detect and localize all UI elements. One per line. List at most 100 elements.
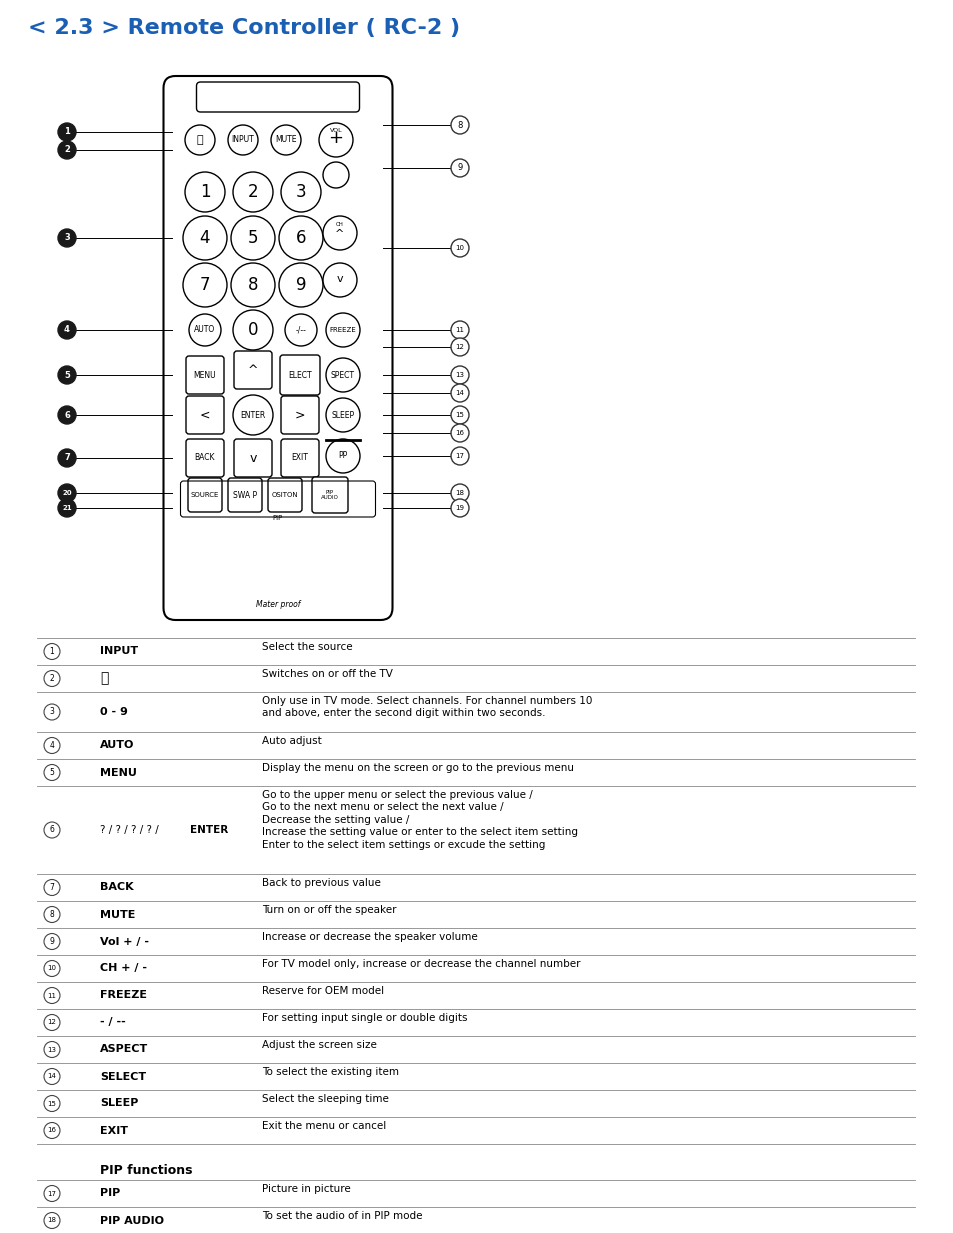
Text: ^: ^ (248, 364, 258, 376)
Text: SOURCE: SOURCE (191, 492, 219, 498)
Circle shape (278, 263, 323, 307)
Circle shape (278, 216, 323, 260)
Circle shape (326, 313, 359, 346)
Circle shape (231, 216, 274, 260)
Circle shape (44, 737, 60, 753)
Text: 11: 11 (48, 993, 56, 999)
Circle shape (271, 125, 301, 155)
Circle shape (233, 395, 273, 435)
Circle shape (183, 216, 227, 260)
Circle shape (189, 314, 221, 346)
Text: 6: 6 (50, 826, 54, 835)
Text: 12: 12 (48, 1020, 56, 1026)
Circle shape (44, 1212, 60, 1228)
Text: 7: 7 (199, 276, 210, 293)
FancyBboxPatch shape (281, 439, 318, 477)
Text: SLEEP: SLEEP (331, 411, 355, 419)
Text: Adjust the screen size: Adjust the screen size (262, 1039, 376, 1051)
Circle shape (326, 398, 359, 432)
Text: ASPECT: ASPECT (100, 1044, 148, 1054)
Circle shape (44, 1122, 60, 1138)
Text: 14: 14 (456, 390, 464, 396)
Circle shape (58, 321, 76, 339)
Text: 8: 8 (456, 121, 462, 129)
Text: ⏻: ⏻ (100, 672, 109, 686)
Text: INPUT: INPUT (100, 646, 138, 656)
Text: 3: 3 (64, 233, 70, 243)
Text: SPECT: SPECT (331, 370, 355, 380)
Text: Select the sleeping time: Select the sleeping time (262, 1094, 389, 1104)
Text: INPUT: INPUT (232, 136, 254, 144)
Circle shape (58, 123, 76, 141)
Circle shape (185, 171, 225, 212)
Text: SELECT: SELECT (100, 1071, 146, 1081)
Text: Turn on or off the speaker: Turn on or off the speaker (262, 905, 396, 915)
Circle shape (58, 485, 76, 502)
Text: 11: 11 (455, 327, 464, 333)
Text: CH + / -: CH + / - (100, 963, 147, 974)
Text: 13: 13 (48, 1047, 56, 1053)
Circle shape (451, 159, 469, 178)
Text: Switches on or off the TV: Switches on or off the TV (262, 670, 393, 679)
Text: Display the menu on the screen or go to the previous menu: Display the menu on the screen or go to … (262, 763, 574, 773)
Text: 7: 7 (64, 454, 70, 462)
FancyBboxPatch shape (186, 356, 224, 395)
Text: 12: 12 (456, 344, 464, 350)
Text: 20: 20 (62, 490, 71, 496)
FancyBboxPatch shape (186, 439, 224, 477)
Text: 7: 7 (50, 883, 54, 891)
Circle shape (58, 366, 76, 383)
Circle shape (228, 125, 257, 155)
Circle shape (451, 406, 469, 424)
Text: 10: 10 (455, 245, 464, 252)
Text: MENU: MENU (193, 370, 216, 380)
Text: 4: 4 (64, 326, 70, 334)
Circle shape (58, 406, 76, 424)
Circle shape (44, 1185, 60, 1201)
Circle shape (233, 171, 273, 212)
Text: 13: 13 (455, 372, 464, 379)
Circle shape (231, 263, 274, 307)
Text: 1: 1 (50, 647, 54, 656)
Circle shape (44, 1042, 60, 1058)
Circle shape (451, 383, 469, 402)
Text: For setting input single or double digits: For setting input single or double digit… (262, 1014, 467, 1023)
Text: 0 - 9: 0 - 9 (100, 707, 128, 718)
Text: v: v (249, 451, 256, 465)
Text: SWA P: SWA P (233, 491, 256, 499)
Text: PIP: PIP (273, 515, 283, 522)
FancyBboxPatch shape (233, 351, 272, 388)
Circle shape (318, 123, 353, 157)
FancyBboxPatch shape (280, 355, 319, 395)
Circle shape (323, 216, 356, 250)
Text: BACK: BACK (100, 883, 133, 893)
Text: < 2.3 > Remote Controller ( RC-2 ): < 2.3 > Remote Controller ( RC-2 ) (28, 18, 459, 38)
Text: Go to the upper menu or select the previous value /
Go to the next menu or selec: Go to the upper menu or select the previ… (262, 790, 578, 850)
Text: Only use in TV mode. Select channels. For channel numbers 10
and above, enter th: Only use in TV mode. Select channels. Fo… (262, 695, 592, 719)
Circle shape (451, 116, 469, 134)
Text: 18: 18 (455, 490, 464, 496)
Text: 5: 5 (64, 370, 70, 380)
Circle shape (451, 239, 469, 256)
Text: 5: 5 (248, 229, 258, 247)
Text: EXIT: EXIT (292, 454, 308, 462)
Circle shape (44, 764, 60, 780)
Circle shape (451, 448, 469, 465)
Text: PIP
AUDIO: PIP AUDIO (321, 490, 338, 501)
Circle shape (44, 961, 60, 977)
Circle shape (285, 314, 316, 346)
Text: >: > (294, 408, 305, 422)
Circle shape (326, 358, 359, 392)
Circle shape (44, 933, 60, 949)
Circle shape (451, 338, 469, 356)
Circle shape (451, 424, 469, 441)
Text: 14: 14 (48, 1074, 56, 1080)
Text: Vol + / -: Vol + / - (100, 937, 149, 947)
Text: 1: 1 (199, 182, 210, 201)
Circle shape (183, 263, 227, 307)
Circle shape (451, 366, 469, 383)
Text: -/--: -/-- (295, 326, 306, 334)
Text: Reserve for OEM model: Reserve for OEM model (262, 986, 384, 996)
Text: To select the existing item: To select the existing item (262, 1067, 398, 1076)
Text: 3: 3 (295, 182, 306, 201)
